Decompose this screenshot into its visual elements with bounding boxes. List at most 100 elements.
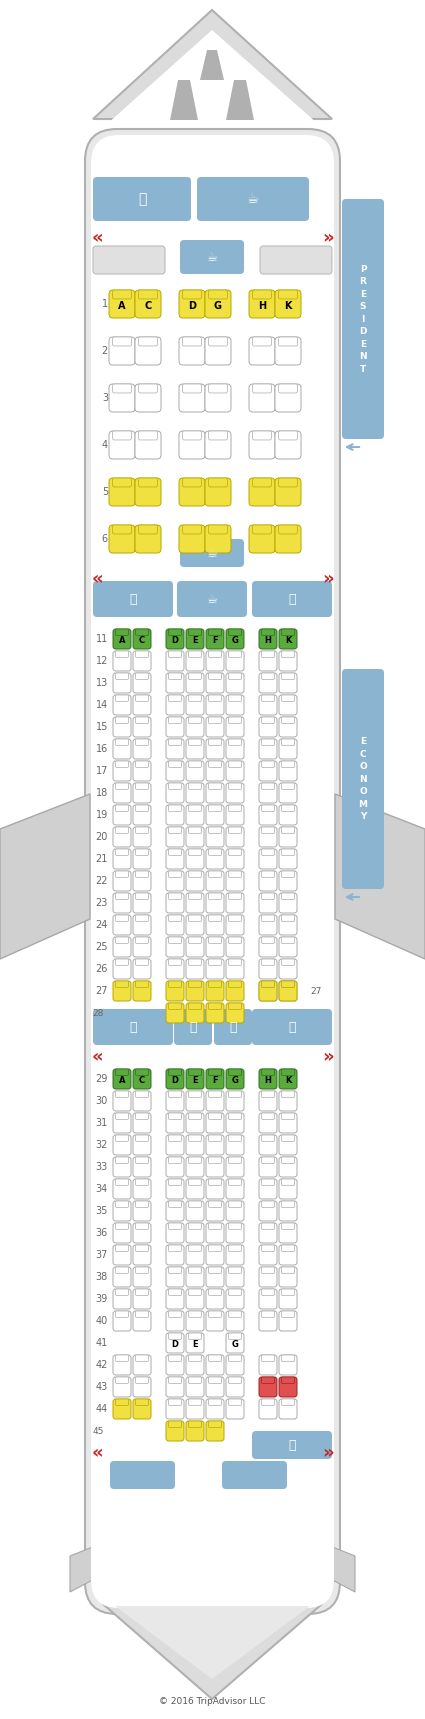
Text: «: «: [91, 229, 103, 248]
FancyBboxPatch shape: [275, 478, 301, 505]
FancyBboxPatch shape: [166, 674, 184, 693]
FancyBboxPatch shape: [186, 1002, 204, 1023]
FancyBboxPatch shape: [261, 1222, 275, 1229]
FancyBboxPatch shape: [113, 1202, 131, 1220]
FancyBboxPatch shape: [281, 959, 295, 966]
FancyBboxPatch shape: [139, 478, 157, 486]
FancyBboxPatch shape: [281, 717, 295, 724]
FancyBboxPatch shape: [139, 431, 157, 440]
FancyBboxPatch shape: [226, 1289, 244, 1308]
FancyBboxPatch shape: [189, 1002, 201, 1009]
FancyBboxPatch shape: [279, 849, 297, 870]
FancyBboxPatch shape: [180, 540, 244, 567]
FancyBboxPatch shape: [259, 1222, 277, 1243]
Text: 27: 27: [311, 987, 322, 995]
FancyBboxPatch shape: [116, 1092, 128, 1097]
FancyBboxPatch shape: [226, 982, 244, 1000]
Text: 20: 20: [96, 832, 108, 842]
FancyBboxPatch shape: [136, 959, 148, 966]
FancyBboxPatch shape: [183, 431, 201, 440]
FancyBboxPatch shape: [133, 959, 151, 980]
FancyBboxPatch shape: [169, 1202, 181, 1207]
FancyBboxPatch shape: [116, 739, 128, 746]
Text: H: H: [264, 1076, 272, 1085]
FancyBboxPatch shape: [186, 982, 204, 1000]
FancyBboxPatch shape: [116, 762, 128, 767]
FancyBboxPatch shape: [259, 1289, 277, 1308]
FancyBboxPatch shape: [279, 782, 297, 803]
FancyBboxPatch shape: [229, 1399, 241, 1406]
FancyBboxPatch shape: [206, 1222, 224, 1243]
FancyBboxPatch shape: [169, 1422, 181, 1427]
Text: 6: 6: [102, 535, 108, 543]
Text: F: F: [212, 1076, 218, 1085]
Text: H: H: [258, 301, 266, 311]
FancyBboxPatch shape: [166, 937, 184, 957]
FancyBboxPatch shape: [166, 1112, 184, 1133]
Text: 4: 4: [102, 440, 108, 450]
FancyBboxPatch shape: [166, 872, 184, 890]
FancyBboxPatch shape: [226, 1002, 244, 1023]
FancyBboxPatch shape: [209, 1377, 221, 1384]
FancyBboxPatch shape: [281, 1377, 295, 1384]
Text: G: G: [232, 1341, 238, 1349]
Text: E: E: [192, 1076, 198, 1085]
FancyBboxPatch shape: [206, 1312, 224, 1331]
FancyBboxPatch shape: [133, 1377, 151, 1398]
Text: 23: 23: [96, 897, 108, 908]
FancyBboxPatch shape: [189, 717, 201, 724]
FancyBboxPatch shape: [133, 1157, 151, 1178]
FancyBboxPatch shape: [136, 782, 148, 789]
FancyBboxPatch shape: [275, 337, 301, 364]
FancyBboxPatch shape: [259, 717, 277, 737]
FancyBboxPatch shape: [261, 1069, 275, 1076]
FancyBboxPatch shape: [249, 337, 275, 364]
FancyBboxPatch shape: [186, 1179, 204, 1198]
FancyBboxPatch shape: [249, 478, 275, 505]
FancyBboxPatch shape: [169, 1267, 181, 1274]
FancyBboxPatch shape: [259, 694, 277, 715]
FancyBboxPatch shape: [226, 1202, 244, 1220]
FancyBboxPatch shape: [169, 804, 181, 811]
FancyBboxPatch shape: [206, 1157, 224, 1178]
FancyBboxPatch shape: [229, 782, 241, 789]
Text: K: K: [285, 1076, 291, 1085]
FancyBboxPatch shape: [136, 937, 148, 944]
Text: 42: 42: [96, 1360, 108, 1370]
FancyBboxPatch shape: [229, 1069, 241, 1076]
FancyBboxPatch shape: [110, 1461, 175, 1489]
FancyBboxPatch shape: [206, 1422, 224, 1441]
FancyBboxPatch shape: [259, 652, 277, 670]
FancyBboxPatch shape: [252, 581, 332, 617]
FancyBboxPatch shape: [206, 762, 224, 780]
FancyBboxPatch shape: [133, 1245, 151, 1265]
FancyBboxPatch shape: [279, 982, 297, 1000]
FancyBboxPatch shape: [85, 129, 340, 1614]
Text: 45: 45: [93, 1427, 104, 1435]
FancyBboxPatch shape: [229, 1202, 241, 1207]
FancyBboxPatch shape: [226, 782, 244, 803]
FancyBboxPatch shape: [183, 524, 201, 535]
Text: F: F: [212, 636, 218, 645]
FancyBboxPatch shape: [186, 827, 204, 847]
FancyBboxPatch shape: [259, 849, 277, 870]
FancyBboxPatch shape: [259, 1135, 277, 1155]
FancyBboxPatch shape: [226, 652, 244, 670]
FancyBboxPatch shape: [226, 1377, 244, 1398]
FancyBboxPatch shape: [229, 629, 241, 636]
FancyBboxPatch shape: [252, 1430, 332, 1459]
FancyBboxPatch shape: [116, 1179, 128, 1186]
FancyBboxPatch shape: [206, 629, 224, 650]
FancyBboxPatch shape: [209, 524, 227, 535]
FancyBboxPatch shape: [229, 959, 241, 966]
FancyBboxPatch shape: [279, 1112, 297, 1133]
FancyBboxPatch shape: [133, 849, 151, 870]
FancyBboxPatch shape: [279, 959, 297, 980]
Text: P
R
E
S
I
D
E
N
T: P R E S I D E N T: [359, 265, 367, 373]
FancyBboxPatch shape: [281, 782, 295, 789]
FancyBboxPatch shape: [116, 1112, 128, 1119]
FancyBboxPatch shape: [261, 694, 275, 701]
FancyBboxPatch shape: [226, 739, 244, 760]
FancyBboxPatch shape: [169, 827, 181, 834]
FancyBboxPatch shape: [113, 383, 131, 394]
